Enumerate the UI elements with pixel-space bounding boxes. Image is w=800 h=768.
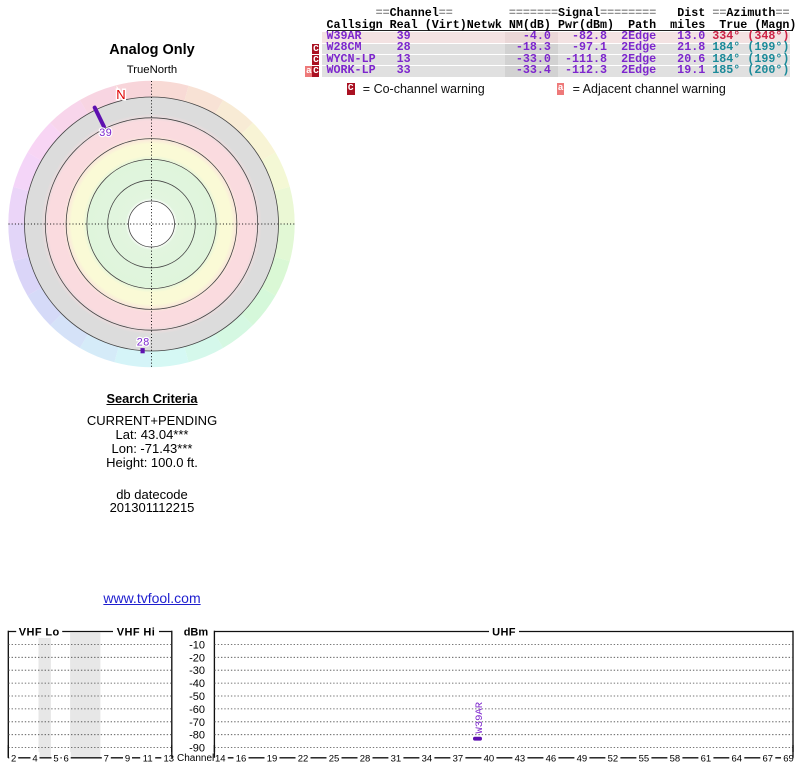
svg-text:58: 58 (670, 754, 681, 765)
svg-text:52: 52 (608, 754, 619, 765)
svg-text:-50: -50 (189, 691, 205, 703)
svg-text:64: 64 (732, 754, 743, 765)
svg-text:28: 28 (137, 338, 150, 350)
svg-text:11: 11 (143, 754, 153, 765)
svg-text:69: 69 (783, 754, 794, 765)
svg-text:-60: -60 (189, 704, 205, 716)
svg-text:VHF Hi: VHF Hi (117, 627, 155, 639)
svg-text:7: 7 (104, 754, 109, 765)
svg-text:-90: -90 (189, 743, 205, 755)
svg-text:UHF: UHF (492, 627, 516, 639)
svg-text:W39AR: W39AR (474, 701, 486, 733)
svg-text:-20: -20 (189, 652, 205, 664)
svg-text:dBm: dBm (184, 627, 209, 639)
svg-text:9: 9 (125, 754, 130, 765)
svg-text:-80: -80 (189, 730, 205, 742)
svg-text:13: 13 (164, 754, 175, 765)
svg-text:6: 6 (64, 754, 69, 765)
svg-text:-30: -30 (189, 665, 205, 677)
svg-text:19: 19 (267, 754, 278, 765)
svg-text:28: 28 (360, 754, 371, 765)
svg-text:25: 25 (329, 754, 340, 765)
svg-text:55: 55 (639, 754, 650, 765)
svg-text:5: 5 (53, 754, 58, 765)
svg-text:67: 67 (763, 754, 774, 765)
svg-text:4: 4 (32, 754, 37, 765)
svg-text:Channel: Channel (177, 753, 214, 764)
svg-text:49: 49 (577, 754, 588, 765)
svg-text:2: 2 (11, 754, 16, 765)
svg-text:VHF Lo: VHF Lo (19, 627, 60, 639)
svg-text:14: 14 (215, 754, 226, 765)
svg-text:34: 34 (422, 754, 433, 765)
svg-text:37: 37 (453, 754, 464, 765)
svg-text:16: 16 (236, 754, 247, 765)
svg-text:-70: -70 (189, 717, 205, 729)
svg-text:31: 31 (391, 754, 402, 765)
svg-text:40: 40 (484, 754, 495, 765)
svg-text:43: 43 (515, 754, 526, 765)
svg-text:39: 39 (99, 128, 112, 140)
svg-text:N: N (116, 87, 125, 102)
svg-text:22: 22 (298, 754, 309, 765)
svg-text:46: 46 (546, 754, 557, 765)
svg-text:61: 61 (701, 754, 712, 765)
svg-text:-10: -10 (189, 639, 205, 651)
svg-text:-40: -40 (189, 678, 205, 690)
